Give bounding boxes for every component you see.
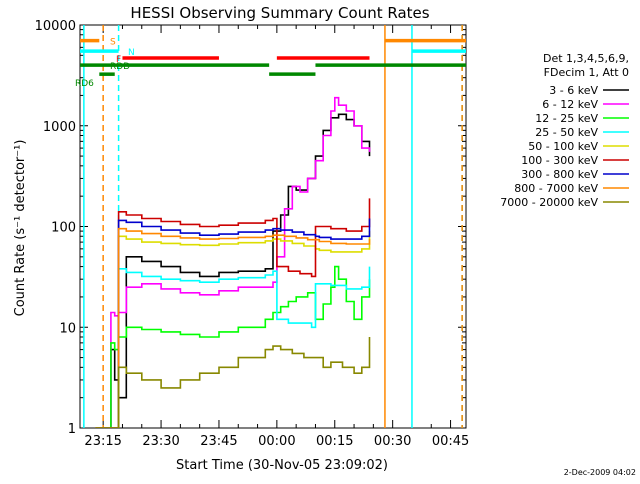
legend-label: 12 - 25 keV <box>535 112 598 125</box>
state-bar-label: S <box>110 38 116 48</box>
y-tick-label: 1000 <box>43 120 76 135</box>
legend-label: 3 - 6 keV <box>549 84 598 97</box>
series-line <box>95 113 371 428</box>
x-tick-label: 00:00 <box>258 434 295 449</box>
chart-title: HESSI Observing Summary Count Rates <box>130 4 429 22</box>
x-tick-label: 23:30 <box>142 434 179 449</box>
legend-label: 100 - 300 keV <box>521 154 598 167</box>
footer-date: 2-Dec-2009 04:02 <box>564 468 636 477</box>
series-line <box>95 218 371 428</box>
series-line <box>95 227 371 428</box>
legend-label: 7000 - 20000 keV <box>500 196 598 209</box>
state-bar-label: N <box>128 48 135 58</box>
legend-header-line-1: Det 1,3,4,5,6,9, <box>543 52 629 65</box>
legend-label: 50 - 100 keV <box>528 140 598 153</box>
plot-frame <box>79 24 467 429</box>
legend-label: 6 - 12 keV <box>542 98 598 111</box>
x-tick-label: 00:45 <box>432 434 469 449</box>
state-bar-label: RD6 <box>75 79 94 89</box>
x-tick-label: 23:45 <box>200 434 237 449</box>
series-line <box>95 337 371 428</box>
state-bar-label: RDD <box>110 62 130 72</box>
x-axis-label: Start Time (30-Nov-05 23:09:02) <box>176 458 388 473</box>
y-tick-label: 10000 <box>35 19 76 34</box>
state-bar-label: F <box>116 55 121 65</box>
x-tick-label: 00:30 <box>374 434 411 449</box>
y-tick-label: 100 <box>51 221 76 236</box>
series-line <box>95 96 371 428</box>
y-tick-label: 1 <box>68 422 76 437</box>
plot-area: 1 10 100 1000 10000 23:15 23:30 23:45 00:00 00:15… <box>35 19 470 449</box>
legend-label: 300 - 800 keV <box>521 168 598 181</box>
legend-label: 25 - 50 keV <box>535 126 598 139</box>
legend-label: 800 - 7000 keV <box>514 182 598 195</box>
y-axis-label: Count Rate (s⁻¹ detector⁻¹) <box>13 140 28 317</box>
legend-header-line-2: FDecim 1, Att 0 <box>544 66 629 79</box>
x-tick-label: 00:15 <box>316 434 353 449</box>
x-tick-label: 23:15 <box>84 434 121 449</box>
y-tick-label: 10 <box>59 321 76 336</box>
series-line <box>95 198 371 428</box>
series-line <box>95 231 371 428</box>
